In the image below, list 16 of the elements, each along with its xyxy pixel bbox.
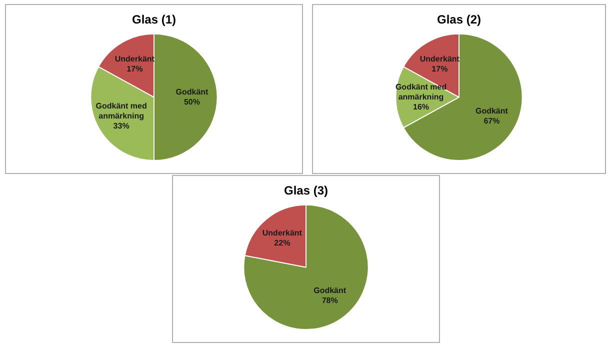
chart-title: Glas (3) (284, 184, 328, 198)
data-label: 17% (432, 64, 448, 74)
slice-label: Godkänt (176, 87, 209, 96)
slice-label: Underkänt (262, 228, 302, 238)
slice-label: Godkänt (314, 286, 346, 296)
slice-label: Godkänt (475, 106, 508, 116)
chart-title: Glas (1) (132, 12, 176, 27)
data-label: 33% (113, 122, 130, 131)
data-label: 16% (413, 102, 430, 112)
chart-title: Glas (2) (436, 12, 482, 27)
data-label: 67% (484, 116, 500, 126)
data-label: 17% (126, 64, 143, 74)
data-label: 50% (184, 97, 200, 106)
slice-label: Godkänt med anmärkning (96, 102, 147, 121)
data-label: 78% (322, 296, 338, 306)
data-label: 22% (274, 238, 290, 248)
